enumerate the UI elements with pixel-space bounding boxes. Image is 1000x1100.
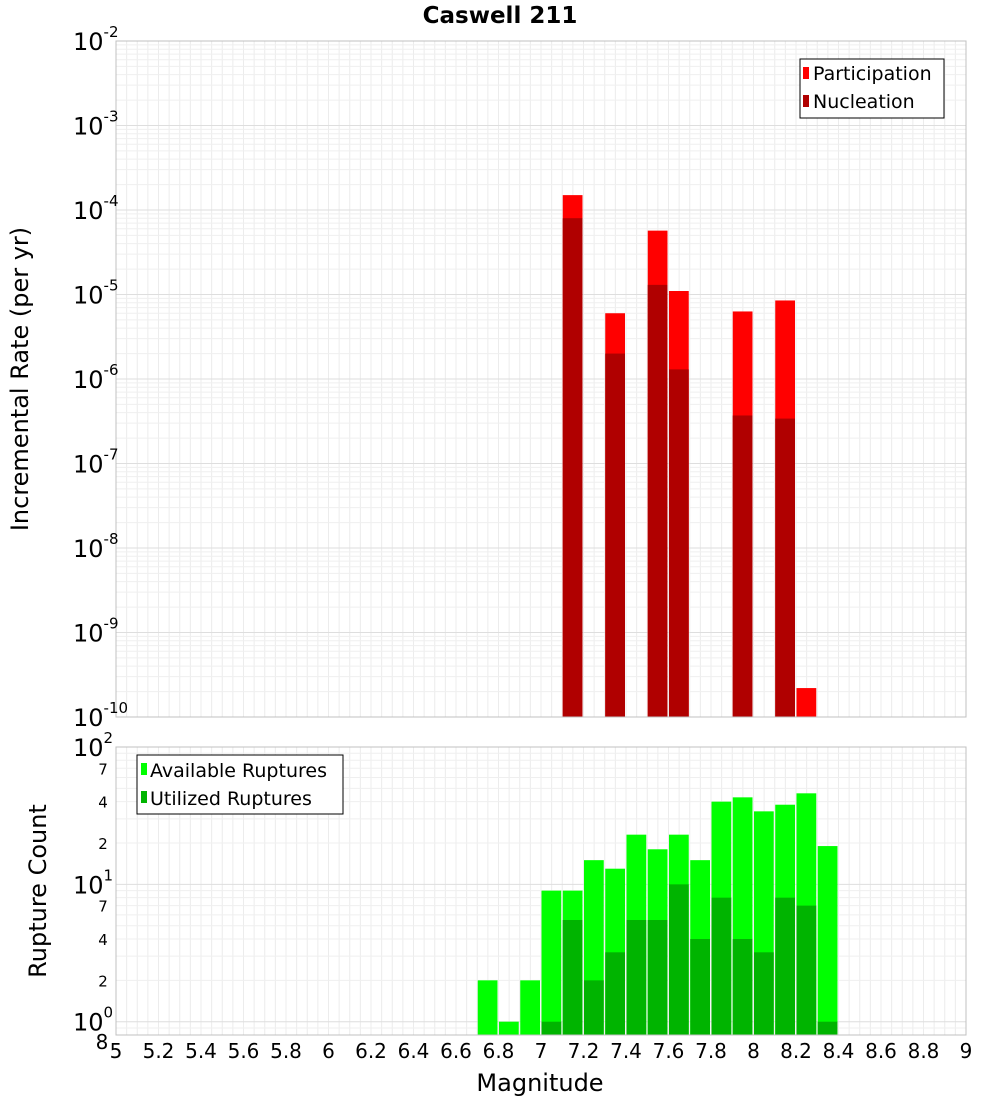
bar-available-ruptures: [520, 980, 540, 1035]
x-tick-label: 7.8: [695, 1039, 727, 1063]
bar-available-ruptures: [541, 890, 562, 1035]
y-minor-tick-label: 7: [98, 760, 108, 778]
y-tick-label: 10-8: [73, 530, 119, 563]
x-tick-label: 7.2: [568, 1039, 600, 1063]
x-tick-label: 6.2: [355, 1039, 387, 1063]
bar-utilized-ruptures: [605, 952, 625, 1035]
x-tick-label: 5.6: [228, 1039, 260, 1063]
bar-utilized-ruptures: [754, 952, 774, 1035]
bar-utilized-ruptures: [711, 897, 732, 1035]
y-minor-tick-label: 4: [98, 931, 108, 949]
bar-utilized-ruptures: [669, 884, 689, 1035]
y-tick-label: 10-5: [73, 277, 119, 310]
legend-label-nucleation: Nucleation: [813, 91, 915, 113]
bar-nucleation: [562, 218, 583, 717]
bar-utilized-ruptures: [690, 939, 710, 1035]
x-tick-label: 8.8: [908, 1039, 940, 1063]
top-y-tick-labels: 10-10 10-9 10-8 10-7 10-6 10-5 10-4 10-3 10-2: [73, 23, 128, 732]
x-tick-label: 5.2: [143, 1039, 175, 1063]
bottom-y-axis-label: Rupture Count: [24, 804, 52, 978]
x-tick-label: 8.6: [865, 1039, 897, 1063]
x-tick-label: 8.2: [780, 1039, 812, 1063]
x-tick-label: 6.6: [440, 1039, 472, 1063]
bar-available-ruptures: [817, 846, 838, 1035]
bottom-legend: Available Ruptures Utilized Ruptures: [136, 754, 344, 815]
top-gridlines: [115, 40, 967, 718]
bar-utilized-ruptures: [541, 1021, 562, 1035]
x-tick-label: 6: [322, 1039, 335, 1063]
x-tick-label: 6.8: [483, 1039, 515, 1063]
y-tick-label: 102: [73, 729, 113, 762]
bottom-y-tick-labels: 100 101 102 8 2 4 7 2 4 7: [73, 729, 113, 1054]
x-axis-label: Magnitude: [476, 1069, 603, 1097]
top-y-axis-label: Incremental Rate (per yr): [6, 227, 34, 531]
y-tick-label: 10-10: [73, 699, 128, 732]
bar-utilized-ruptures: [562, 920, 583, 1035]
bar-utilized-ruptures: [796, 905, 817, 1035]
legend-swatch-available: [141, 763, 147, 775]
y-minor-tick-label: 7: [98, 898, 108, 916]
x-tick-label: 8: [747, 1039, 760, 1063]
bar-utilized-ruptures: [647, 920, 668, 1035]
top-bars: [562, 195, 817, 717]
y-tick-label: 10-7: [73, 446, 119, 479]
bar-utilized-ruptures: [584, 980, 604, 1035]
bar-utilized-ruptures: [775, 897, 795, 1035]
chart-title: Caswell 211: [423, 3, 578, 29]
bar-nucleation: [669, 369, 689, 717]
bottom-legend-box: [136, 754, 344, 815]
top-plot-frame: [115, 40, 967, 718]
legend-swatch-utilized: [141, 791, 147, 803]
legend-label-participation: Participation: [813, 63, 932, 85]
x-tick-label: 6.4: [398, 1039, 430, 1063]
x-tick-label: 5.8: [270, 1039, 302, 1063]
y-tick-label: 10-4: [73, 192, 119, 225]
x-tick-label: 9: [960, 1039, 973, 1063]
y-tick-label: 10-6: [73, 361, 119, 394]
y-minor-tick-label: 8: [96, 1030, 109, 1054]
bar-utilized-ruptures: [817, 1021, 838, 1035]
bar-available-ruptures: [477, 980, 498, 1035]
legend-label-available: Available Ruptures: [150, 760, 327, 782]
bottom-bars: [477, 793, 838, 1035]
x-tick-label: 7.4: [610, 1039, 642, 1063]
x-tick-label: 5.4: [185, 1039, 217, 1063]
x-tick-label: 8.4: [823, 1039, 855, 1063]
bar-nucleation: [775, 418, 795, 717]
bar-utilized-ruptures: [732, 939, 753, 1035]
y-tick-label: 10-3: [73, 108, 119, 141]
y-minor-tick-label: 2: [98, 835, 108, 853]
bar-utilized-ruptures: [626, 920, 647, 1035]
y-tick-label: 100: [73, 1004, 113, 1037]
bar-nucleation: [647, 284, 668, 717]
legend-swatch-nucleation: [803, 95, 809, 107]
y-minor-tick-label: 4: [98, 794, 108, 812]
x-tick-label: 5: [110, 1039, 123, 1063]
y-minor-tick-label: 2: [98, 972, 108, 990]
y-tick-label: 10-9: [73, 615, 119, 648]
bar-nucleation: [732, 415, 753, 717]
top-legend: Participation Nucleation: [799, 58, 945, 119]
bottom-plot-frame: [115, 746, 967, 1036]
legend-swatch-participation: [803, 67, 809, 79]
y-tick-label: 101: [73, 866, 113, 899]
bar-participation: [796, 688, 817, 717]
y-tick-label: 10-2: [73, 23, 119, 56]
x-tick-label: 7.6: [653, 1039, 685, 1063]
bar-nucleation: [605, 353, 625, 717]
x-tick-label: 7: [535, 1039, 548, 1063]
top-legend-box: [799, 58, 945, 119]
x-tick-labels: 5 5.2 5.4 5.6 5.8 6 6.2 6.4 6.6 6.8 7 7.2 7.4 7.6 7.8 8…: [110, 1039, 973, 1063]
bar-available-ruptures: [499, 1021, 519, 1035]
legend-label-utilized: Utilized Ruptures: [150, 788, 312, 810]
